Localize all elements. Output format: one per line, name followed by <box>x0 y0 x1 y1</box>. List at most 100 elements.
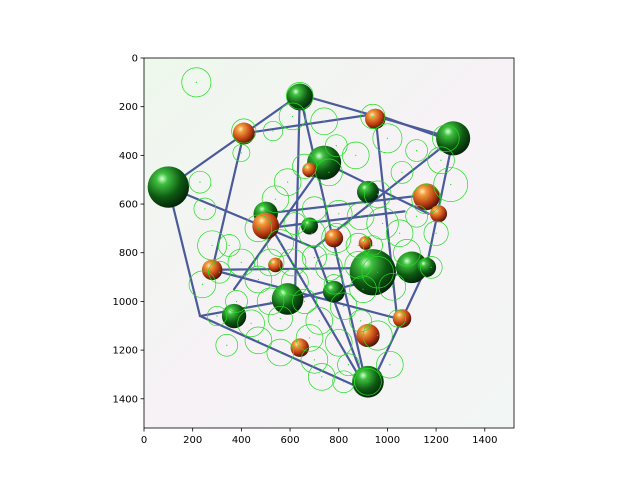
blob-center <box>257 278 260 281</box>
blob-center <box>240 261 242 264</box>
blob-marker <box>390 161 414 184</box>
blob-center <box>211 244 213 247</box>
blob-center <box>445 137 447 139</box>
blob-center <box>228 244 230 247</box>
blob-marker <box>345 232 371 258</box>
blob-marker <box>329 292 358 321</box>
blob-center <box>335 237 337 239</box>
blob-center <box>201 283 204 285</box>
blob-marker <box>292 288 318 314</box>
blob-center <box>291 261 294 264</box>
orange-sphere <box>252 212 280 240</box>
orange-sphere <box>392 309 412 328</box>
blob-marker <box>310 107 338 136</box>
blob-marker <box>337 353 360 377</box>
blob-marker <box>261 185 290 213</box>
orange-sphere <box>290 338 310 357</box>
blob-center <box>299 95 301 97</box>
y-tick-label: 400 <box>119 151 138 162</box>
blob-marker <box>378 273 407 301</box>
blob-center <box>294 281 296 283</box>
axes-frame <box>143 57 515 429</box>
blob-center <box>218 271 221 273</box>
blob-center <box>235 300 238 303</box>
blob-marker <box>349 309 372 333</box>
blob-marker <box>305 307 334 335</box>
blob-center <box>386 137 389 139</box>
blob-center <box>391 286 393 288</box>
blob-marker <box>281 268 309 296</box>
blob-marker <box>363 180 392 209</box>
blob-marker <box>193 197 217 221</box>
x-tick-label: 600 <box>281 435 300 446</box>
blob-center <box>338 213 340 215</box>
blob-center <box>199 181 201 183</box>
blob-marker <box>232 144 251 162</box>
blob-marker <box>372 123 403 154</box>
blob-marker <box>323 274 344 295</box>
orange-sphere <box>356 323 380 348</box>
blob-marker <box>225 290 248 313</box>
blob-center <box>360 320 362 322</box>
blob-center <box>269 300 272 303</box>
y-tick-label: 800 <box>119 248 138 259</box>
blob-marker <box>227 248 256 277</box>
x-tick-label: 0 <box>141 435 147 446</box>
blob-center <box>333 283 335 285</box>
blob-marker <box>244 326 273 355</box>
blob-center <box>328 266 330 268</box>
blob-marker <box>273 168 302 196</box>
blob-marker <box>405 139 428 162</box>
blob-marker <box>362 235 383 256</box>
green-sphere <box>395 251 428 284</box>
blob-center <box>313 257 315 259</box>
green-sphere <box>322 280 345 303</box>
blob-marker <box>256 287 285 316</box>
lattice-rod <box>374 112 399 320</box>
lattice-rod <box>167 93 301 189</box>
blob-marker <box>349 275 377 303</box>
blob-center <box>347 364 350 366</box>
blob-marker <box>278 102 307 131</box>
blob-center <box>287 181 289 183</box>
blob-marker <box>362 320 393 351</box>
blob-marker <box>197 230 228 261</box>
blob-marker <box>300 346 329 374</box>
blob-marker <box>181 67 212 98</box>
blob-center <box>435 232 437 234</box>
blob-marker <box>321 223 352 254</box>
orange-sphere <box>324 228 344 248</box>
y-tick-label: 1400 <box>113 394 138 405</box>
green-sphere <box>349 249 396 296</box>
orange-sphere <box>412 183 440 211</box>
blob-center <box>204 208 206 210</box>
y-tick-label: 0 <box>132 54 138 65</box>
blob-marker <box>324 200 353 228</box>
blob-center <box>362 288 364 290</box>
blob-center <box>272 130 274 132</box>
blob-center <box>360 215 362 217</box>
green-sphere <box>436 121 471 156</box>
green-sphere <box>416 257 437 278</box>
x-tick-label: 200 <box>183 435 202 446</box>
blob-center <box>240 152 242 154</box>
blob-center <box>308 337 311 339</box>
blob-center <box>357 264 359 266</box>
blob-marker <box>411 184 442 215</box>
blob-center <box>311 232 313 234</box>
blob-marker <box>231 118 257 144</box>
y-tick-label: 1200 <box>113 346 138 357</box>
lattice-rod <box>264 210 406 230</box>
blob-marker <box>405 204 428 228</box>
blob-marker <box>206 305 228 327</box>
blob-center <box>389 364 391 366</box>
blob-center <box>304 300 306 303</box>
blob-center <box>323 120 325 122</box>
blob-center <box>372 244 374 247</box>
lattice-rod <box>211 132 245 271</box>
blob-marker <box>427 146 455 174</box>
y-tick-label: 1000 <box>113 297 138 308</box>
orange-sphere <box>268 257 283 273</box>
blob-center <box>313 359 315 361</box>
